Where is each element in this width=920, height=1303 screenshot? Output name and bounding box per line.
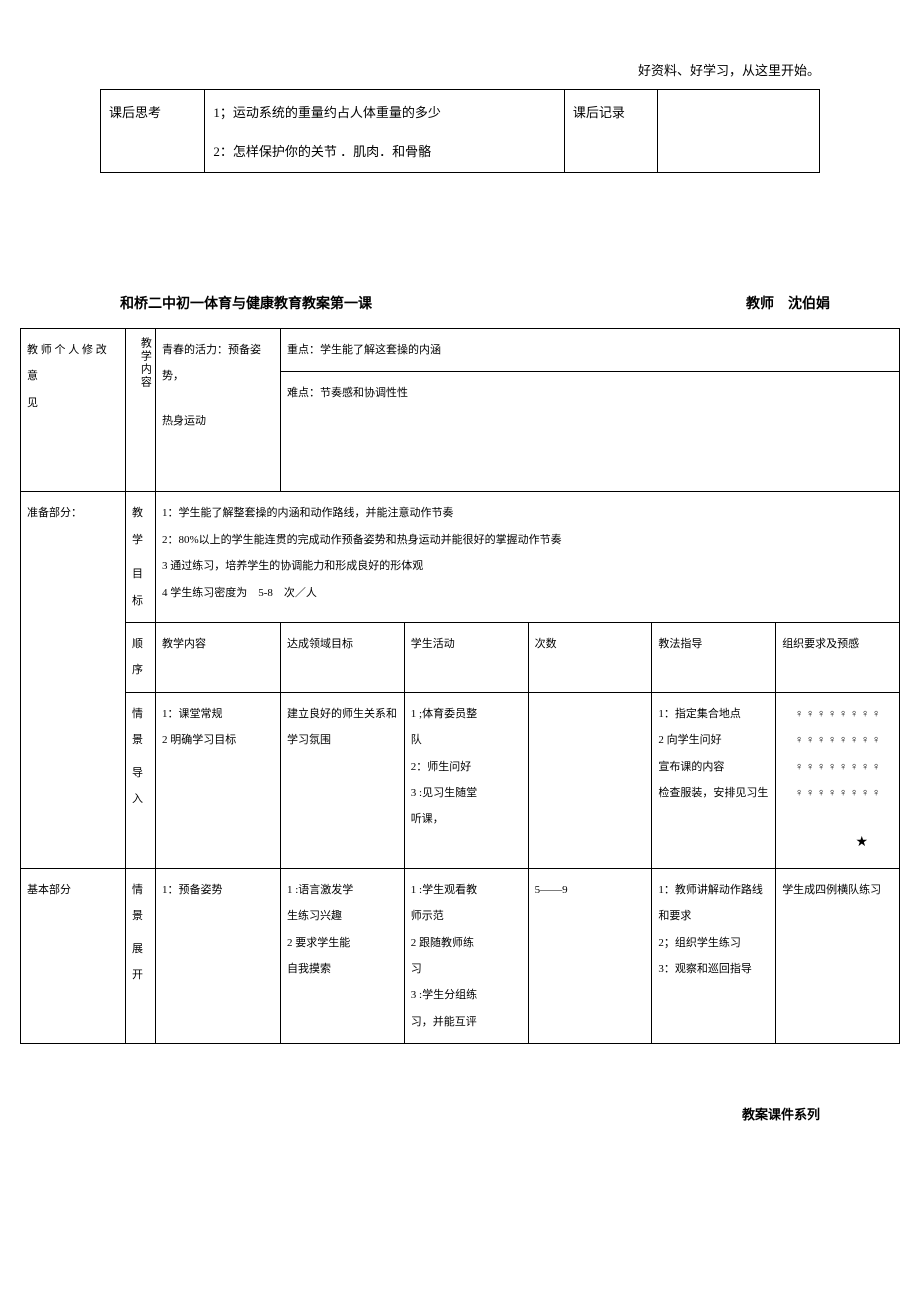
lesson-title-row: 和桥二中初一体育与健康教育教案第一课 教师 沈伯娟 <box>30 293 890 313</box>
content-vlabel: 教学内容 <box>126 329 156 492</box>
scene1-a1: 1 ;体育委员整 <box>411 701 522 727</box>
scene1-method: 1：指定集合地点 2 向学生问好 宣布课的内容 检查服装，安排见习生 <box>652 692 776 868</box>
scene2-org: 学生成四例横队练习 <box>776 868 900 1043</box>
scene2-count: 5——9 <box>528 868 652 1043</box>
scene1-seq1: 情 景 <box>132 701 149 754</box>
focus-cell: 重点：学生能了解这套操的内涵 <box>281 329 900 372</box>
scene2-seq2: 展开 <box>132 936 149 989</box>
scene2-g3: 2 要求学生能 <box>287 930 398 956</box>
page-footer: 教案课件系列 <box>20 1104 900 1123</box>
sym-row4: ♀ ♀ ♀ ♀ ♀ ♀ ♀ ♀ <box>782 780 893 806</box>
scene1-count <box>528 692 652 868</box>
content-vtext: 教学内容 <box>132 337 158 389</box>
content-line1: 青春的活力：预备姿势， <box>162 337 274 390</box>
lesson-content-cell: 青春的活力：预备姿势， 热身运动 <box>156 329 281 492</box>
scene2-method: 1：教师讲解动作路线 和要求 2；组织学生练习 3：观察和巡回指导 <box>652 868 776 1043</box>
activity-header: 学生活动 <box>404 622 528 692</box>
scene2-m2: 和要求 <box>658 903 769 929</box>
reflection-line1: 1；运动系统的重量约占人体重量的多少 <box>213 102 556 121</box>
obj-vtext1: 教 学 <box>132 500 149 553</box>
obj1: 1：学生能了解整套操的内涵和动作路线，并能注意动作节奏 <box>162 500 893 526</box>
reflection-label: 课后思考 <box>101 90 205 173</box>
scene2-a1: 1 :学生观看教 <box>411 877 522 903</box>
scene2-g1: 1 :语言激发学 <box>287 877 398 903</box>
scene1-seq2: 导入 <box>132 760 149 813</box>
obj4: 4 学生练习密度为 5-8 次／人 <box>162 580 893 606</box>
record-label: 课后记录 <box>564 90 657 173</box>
scene1-activity: 1 ;体育委员整 队 2：师生问好 3 :见习生随堂 听课， <box>404 692 528 868</box>
obj3: 3 通过练习，培养学生的协调能力和形成良好的形体观 <box>162 553 893 579</box>
scene2-activity: 1 :学生观看教 师示范 2 跟随教师练 习 3 :学生分组练 习，并能互评 <box>404 868 528 1043</box>
scene1-a5: 听课， <box>411 806 522 832</box>
content-header: 教学内容 <box>156 622 281 692</box>
objectives-cell: 1：学生能了解整套操的内涵和动作路线，并能注意动作节奏 2：80%以上的学生能连… <box>156 492 900 623</box>
page-header-text: 好资料、好学习，从这里开始。 <box>20 60 900 79</box>
scene1-c1: 1：课堂常规 <box>162 701 274 727</box>
opinion-text2: 见 <box>27 390 119 416</box>
scene1-content: 1：课堂常规 2 明确学习目标 <box>156 692 281 868</box>
scene2-m3: 2；组织学生练习 <box>658 930 769 956</box>
scene1-a3: 2：师生问好 <box>411 754 522 780</box>
scene2-g4: 自我摸索 <box>287 956 398 982</box>
scene2-a3: 2 跟随教师练 <box>411 930 522 956</box>
seq-header: 顺序 <box>126 622 156 692</box>
scene2-g2: 生练习兴趣 <box>287 903 398 929</box>
scene2-a2: 师示范 <box>411 903 522 929</box>
scene2-c1: 1：预备姿势 <box>162 877 274 903</box>
objectives-vlabel: 教 学 目标 <box>126 492 156 623</box>
scene1-a2: 队 <box>411 727 522 753</box>
scene1-c2: 2 明确学习目标 <box>162 727 274 753</box>
scene1-m4: 检查服装，安排见习生 <box>658 780 769 806</box>
sym-row1: ♀ ♀ ♀ ♀ ♀ ♀ ♀ ♀ <box>782 701 893 727</box>
scene1-a4: 3 :见习生随堂 <box>411 780 522 806</box>
org-header: 组织要求及预感 <box>776 622 900 692</box>
difficulty-cell: 难点：节奏感和协调性性 <box>281 372 900 492</box>
lesson-plan-table: 教 师 个 人 修 改 意 见 教学内容 青春的活力：预备姿势， 热身运动 重点… <box>20 328 900 1044</box>
star-icon: ★ <box>782 826 893 860</box>
reflection-content: 1；运动系统的重量约占人体重量的多少 2：怎样保护你的关节 ．肌肉．和骨骼 <box>205 90 565 173</box>
scene2-m4: 3：观察和巡回指导 <box>658 956 769 982</box>
lesson-title: 和桥二中初一体育与健康教育教案第一课 <box>120 293 372 313</box>
scene2-goal: 1 :语言激发学 生练习兴趣 2 要求学生能 自我摸索 <box>281 868 405 1043</box>
method-header: 教法指导 <box>652 622 776 692</box>
obj-vtext2: 目标 <box>132 561 149 614</box>
prep-section-label: 准备部分： <box>21 492 126 869</box>
basic-section-label: 基本部分 <box>21 868 126 1043</box>
scene2-a4: 习 <box>411 956 522 982</box>
goal-header: 达成领域目标 <box>281 622 405 692</box>
scene2-seq1: 情 景 <box>132 877 149 930</box>
count-header: 次数 <box>528 622 652 692</box>
scene1-m3: 宣布课的内容 <box>658 754 769 780</box>
scene2-m1: 1：教师讲解动作路线 <box>658 877 769 903</box>
scene2-a6: 习，并能互评 <box>411 1009 522 1035</box>
reflection-table: 课后思考 1；运动系统的重量约占人体重量的多少 2：怎样保护你的关节 ．肌肉．和… <box>100 89 820 173</box>
scene2-seq: 情 景 展开 <box>126 868 156 1043</box>
content-line2: 热身运动 <box>162 408 274 434</box>
teacher-opinion-label: 教 师 个 人 修 改 意 见 <box>21 329 126 492</box>
teacher-name: 教师 沈伯娟 <box>746 293 830 313</box>
scene1-org: ♀ ♀ ♀ ♀ ♀ ♀ ♀ ♀ ♀ ♀ ♀ ♀ ♀ ♀ ♀ ♀ ♀ ♀ ♀ ♀ … <box>776 692 900 868</box>
scene1-goal: 建立良好的师生关系和学习氛围 <box>281 692 405 868</box>
reflection-line2: 2：怎样保护你的关节 ．肌肉．和骨骼 <box>213 141 556 160</box>
scene1-m1: 1：指定集合地点 <box>658 701 769 727</box>
record-content <box>657 90 819 173</box>
scene1-seq: 情 景 导入 <box>126 692 156 868</box>
scene2-a5: 3 :学生分组练 <box>411 982 522 1008</box>
opinion-text1: 教 师 个 人 修 改 意 <box>27 337 119 390</box>
obj2: 2：80%以上的学生能连贯的完成动作预备姿势和热身运动并能很好的掌握动作节奏 <box>162 527 893 553</box>
scene1-m2: 2 向学生问好 <box>658 727 769 753</box>
sym-row2: ♀ ♀ ♀ ♀ ♀ ♀ ♀ ♀ <box>782 727 893 753</box>
scene2-content: 1：预备姿势 <box>156 868 281 1043</box>
sym-row3: ♀ ♀ ♀ ♀ ♀ ♀ ♀ ♀ <box>782 754 893 780</box>
